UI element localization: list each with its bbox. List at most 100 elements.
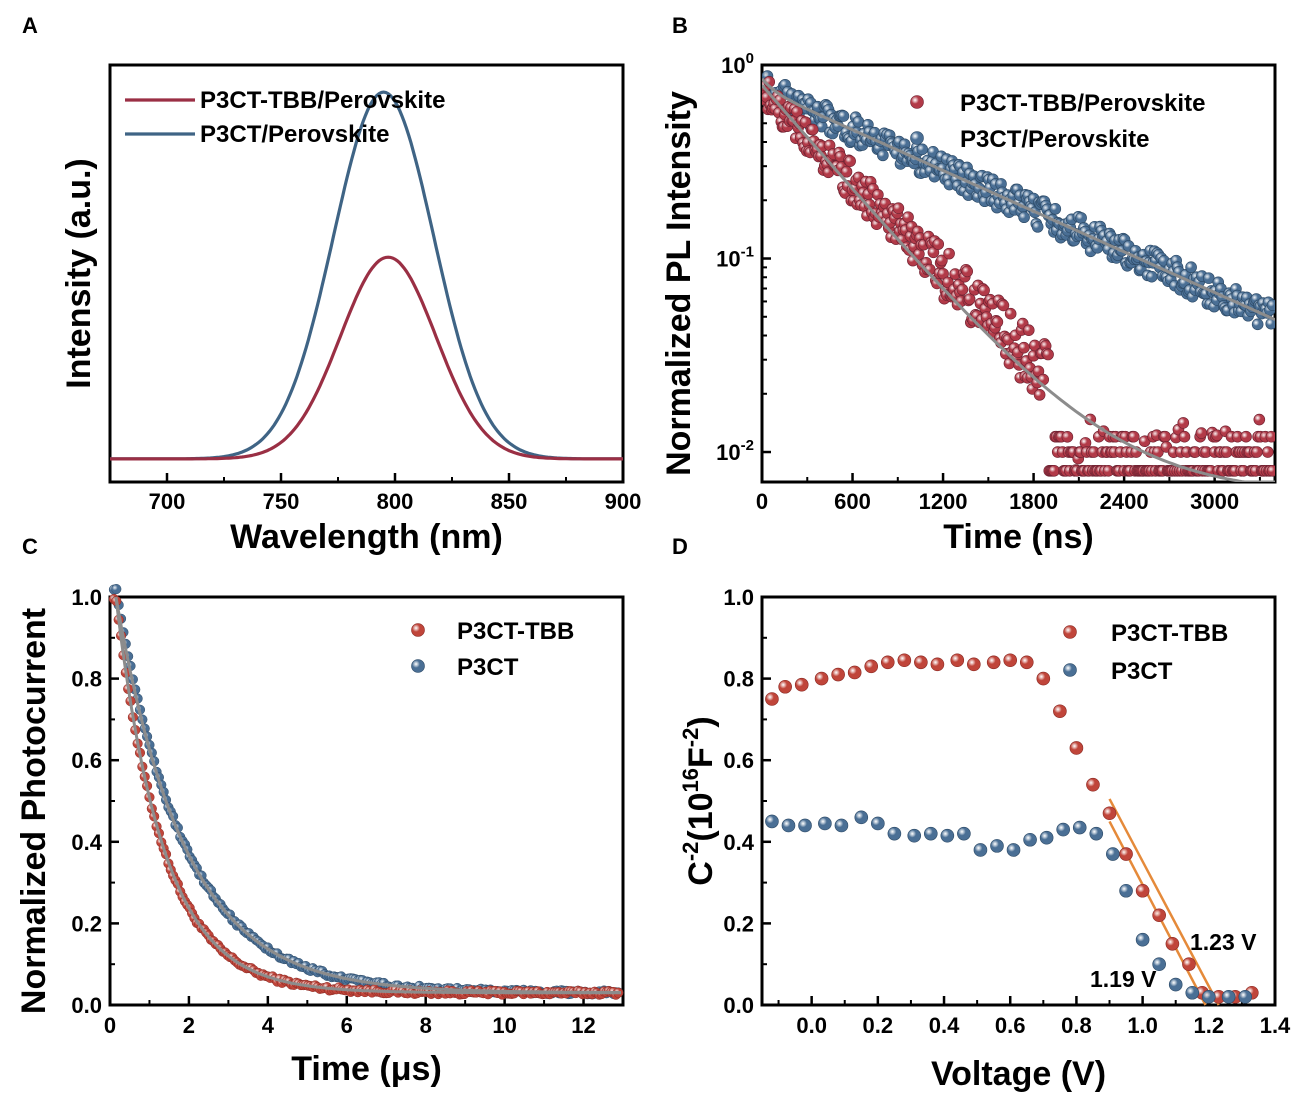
panel-d-red-point — [1036, 671, 1051, 686]
panel-d-legend-label: P3CT-TBB — [1111, 620, 1228, 647]
panel-d-red-point — [986, 655, 1001, 670]
panel-d-blue-point — [887, 826, 902, 841]
panel-a-xtick-label: 800 — [377, 489, 414, 514]
panel-c-ytick-label: 1.0 — [71, 585, 102, 610]
panel-letter-b: B — [672, 13, 688, 38]
panel-d-blue-point — [834, 818, 849, 833]
panel-d-blue-point — [1106, 847, 1120, 861]
panel-a-series-line — [110, 255, 623, 461]
panel-c-blue-point — [111, 583, 122, 595]
panel-d-blue-point — [798, 818, 812, 833]
panel-d-red-point — [914, 655, 928, 670]
panel-b-red-point — [1004, 307, 1017, 320]
panel-d-red-point — [1152, 908, 1166, 923]
panel-b-red-point — [956, 283, 969, 296]
panel-b-red-point — [1048, 464, 1060, 477]
panel-d-blue-point — [923, 826, 938, 841]
panel-b-red-point — [1178, 430, 1191, 443]
panel-d-xtick-label: 0.0 — [796, 1013, 827, 1038]
panel-d-blue-point — [1185, 985, 1200, 1000]
panel-d-blue-point — [765, 814, 779, 829]
panel-d-ylabel-part: F — [682, 747, 720, 768]
panel-d-blue-point — [854, 810, 869, 825]
panel-b-fit-line — [762, 84, 1275, 482]
panel-b-blue-point — [877, 149, 889, 162]
panel-b-red-point — [1042, 348, 1054, 361]
panel-d-xtick-label: 0.2 — [863, 1013, 894, 1038]
panel-d-red-point — [1135, 883, 1150, 898]
panel-c-ytick-label: 0.6 — [71, 748, 102, 773]
panel-b-ytick-label: 100 — [721, 50, 754, 78]
panel-d-ytick-label: 0.0 — [723, 993, 754, 1018]
panel-d-red-point — [880, 655, 895, 670]
panel-c-xtick-label: 8 — [420, 1013, 432, 1038]
panel-b-red-point — [991, 316, 1004, 328]
panel-b-blue-point — [1251, 318, 1264, 331]
panel-b-xtick-label: 0 — [756, 489, 768, 514]
panel-b-red-point — [1220, 446, 1233, 458]
panel-b-legend-marker — [910, 131, 924, 145]
panel-b-red-point — [1177, 417, 1190, 429]
panel-c-xtick-label: 2 — [183, 1013, 195, 1038]
panel-c-legend-label: P3CT — [457, 654, 519, 681]
panel-d-blue-point — [990, 839, 1004, 853]
panel-d-blue-point — [1006, 843, 1021, 857]
panel-d-red-point — [1003, 653, 1018, 668]
panel-b-xtick-label: 1800 — [1009, 489, 1058, 514]
panel-d-fit-line — [1108, 798, 1220, 1006]
panel-d-blue-point — [1039, 830, 1054, 845]
panel-d-red-point — [864, 659, 879, 674]
panel-d-xtick-label: 1.4 — [1260, 1013, 1291, 1038]
panel-b-red-point — [1061, 431, 1074, 443]
panel-c-legend-marker — [411, 623, 425, 637]
panel-c-fit-line — [114, 596, 621, 994]
panel-c-legend-marker — [411, 659, 425, 673]
panel-c-xtick-label: 4 — [262, 1013, 275, 1038]
panel-d-ylabel-sup: -2 — [678, 842, 703, 862]
panel-d-blue-point — [818, 816, 832, 831]
panel-b-legend-label: P3CT/Perovskite — [960, 126, 1149, 153]
panel-d-blue-point — [1056, 822, 1070, 837]
panel-d-red-point — [1102, 806, 1117, 821]
panel-b-xtick-label: 2400 — [1100, 489, 1149, 514]
panel-b-red-point — [1022, 324, 1035, 336]
panel-d-red-point — [1182, 957, 1196, 972]
panel-b-red-point — [892, 202, 905, 214]
panel-d-blue-point — [1023, 832, 1037, 847]
panel-d-blue-point — [871, 816, 885, 831]
panel-b-red-point — [1033, 389, 1046, 401]
panel-b-blue-point — [837, 110, 850, 122]
panel-d-red-point — [847, 665, 862, 680]
panel-b-blue-point — [1266, 299, 1275, 311]
panel-d-ylabel-part: (10 — [682, 792, 720, 841]
panel-c-ytick-label: 0.8 — [71, 667, 102, 692]
panel-b-blue-point — [1031, 221, 1044, 233]
panel-c-ylabel: Normalized Photocurrent — [15, 608, 53, 1014]
panel-c-xtick-label: 0 — [104, 1013, 116, 1038]
panel-b-blue-point — [1075, 212, 1087, 224]
panel-d-legend-marker — [1063, 625, 1077, 639]
panel-c-legend-label: P3CT-TBB — [457, 618, 574, 645]
panel-a-xtick-label: 750 — [263, 489, 300, 514]
panel-d-ytick-label: 0.6 — [723, 748, 754, 773]
panel-b-red-point — [840, 165, 853, 178]
panel-a-legend-label: P3CT/Perovskite — [200, 121, 389, 148]
panel-b-red-point — [1195, 427, 1208, 439]
panel-d-blue-point — [907, 828, 922, 843]
panel-d-blue-point — [781, 818, 796, 833]
panel-b-blue-point — [916, 143, 929, 156]
panel-d-red-point — [967, 657, 981, 672]
panel-d-ylabel: C-2(1016F-2) — [678, 716, 720, 885]
panel-b-blue-point — [1018, 211, 1030, 224]
panel-b-red-point — [936, 254, 948, 267]
panel-letter-d: D — [672, 534, 688, 559]
panel-d-red-point — [1053, 704, 1067, 719]
panel-a-xtick-label: 700 — [149, 489, 186, 514]
panel-d-xlabel: Voltage (V) — [931, 1055, 1106, 1093]
panel-b-red-point — [1266, 464, 1275, 477]
panel-b-red-point — [1251, 446, 1263, 458]
panel-d-xtick-label: 0.4 — [929, 1013, 960, 1038]
panel-d-red-point — [765, 692, 779, 706]
